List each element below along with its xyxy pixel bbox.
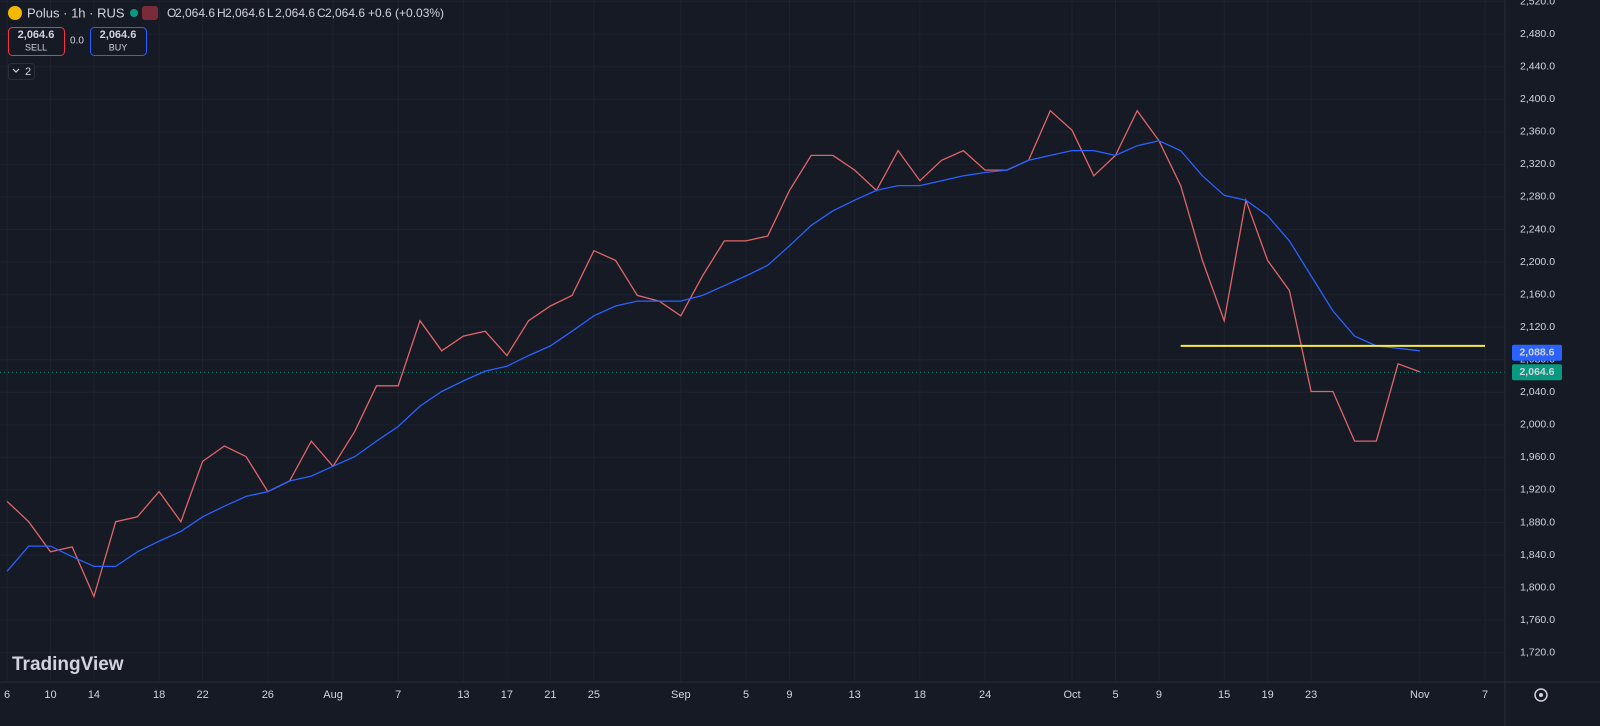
x-tick-label: 5	[1112, 689, 1118, 701]
y-tick-label: 2,000.0	[1520, 419, 1555, 431]
symbol-icon	[8, 6, 22, 20]
x-tick-label: 9	[1156, 689, 1162, 701]
buy-label: BUY	[109, 42, 128, 52]
x-tick-label: 13	[849, 689, 861, 701]
x-tick-label: 22	[196, 689, 208, 701]
sell-button[interactable]	[8, 27, 65, 56]
x-tick-label: 7	[395, 689, 401, 701]
x-tick-label: 24	[979, 689, 991, 701]
x-tick-label: 7	[1482, 689, 1488, 701]
y-tick-label: 2,520.0	[1520, 0, 1555, 7]
x-tick-label: Aug	[323, 689, 343, 701]
change: +0.6 (+0.03%)	[368, 6, 444, 20]
x-tick-label: 21	[544, 689, 556, 701]
price-tag-label: 2,088.6	[1519, 347, 1554, 359]
y-tick-label: 2,480.0	[1520, 28, 1555, 40]
x-tick-label: Nov	[1410, 689, 1430, 701]
ohlc-key: C	[317, 6, 326, 20]
x-tick-label: 15	[1218, 689, 1230, 701]
y-tick-label: 2,400.0	[1520, 93, 1555, 105]
x-tick-label: 13	[457, 689, 469, 701]
y-tick-label: 2,280.0	[1520, 191, 1555, 203]
y-tick-label: 1,720.0	[1520, 646, 1555, 658]
x-tick-label: Sep	[671, 689, 691, 701]
ohlc-key: H	[217, 6, 226, 20]
price-tag	[1512, 364, 1562, 381]
chevron	[12, 68, 20, 73]
symbol[interactable]: Polus · 1h · RUS	[27, 5, 125, 20]
series-line	[6, 140, 1420, 572]
x-tick-label: 18	[153, 689, 165, 701]
ohlc-value: 2,064.6	[275, 6, 315, 20]
x-tick-label: 17	[501, 689, 513, 701]
y-tick-label: 1,800.0	[1520, 581, 1555, 593]
ohlc: O2,064.6 H 2,064.6 L 2,064.6 C 2,064.6	[167, 6, 365, 20]
y-tick-label: 2,240.0	[1520, 223, 1555, 235]
series-line	[6, 109, 1421, 599]
status-icon	[142, 6, 158, 20]
brand: TradingView	[12, 654, 124, 675]
axes: 1,720.0 1,760.0 1,800.0 1,840.0 1,880.0 1,920…	[4, 0, 1562, 701]
x-tick-label: Oct	[1063, 689, 1080, 701]
status-dot	[130, 9, 138, 17]
settings-icon[interactable]	[1534, 688, 1548, 702]
plot	[0, 109, 1505, 599]
sell-label: SELL	[25, 42, 47, 52]
y-tick-label: 2,360.0	[1520, 126, 1555, 138]
y-tick-label: 1,920.0	[1520, 484, 1555, 496]
grid	[0, 0, 1505, 682]
y-tick-label: 1,840.0	[1520, 549, 1555, 561]
x-tick-label: 25	[588, 689, 600, 701]
x-tick-label: 14	[88, 689, 100, 701]
settings-icon-center	[1539, 693, 1543, 697]
indicators-toggle[interactable]	[8, 63, 35, 80]
y-tick-label: 2,200.0	[1520, 256, 1555, 268]
buy-button[interactable]	[90, 27, 147, 56]
x-tick-label: 23	[1305, 689, 1317, 701]
ohlc-value: 2,064.6	[175, 6, 215, 20]
ohlc-key: L	[267, 6, 274, 20]
x-tick-label: 10	[44, 689, 56, 701]
y-tick-label: 2,120.0	[1520, 321, 1555, 333]
y-tick-label: 2,320.0	[1520, 158, 1555, 170]
sell-price: 2,064.6	[18, 29, 55, 41]
y-tick-label: 1,880.0	[1520, 516, 1555, 528]
x-tick-label: 26	[262, 689, 274, 701]
price-tag-label: 2,064.6	[1519, 366, 1554, 378]
y-tick-label: 1,760.0	[1520, 614, 1555, 626]
y-tick-label: 1,960.0	[1520, 451, 1555, 463]
y-tick-label: 2,440.0	[1520, 61, 1555, 73]
y-tick-label: 2,160.0	[1520, 288, 1555, 300]
x-tick-label: 19	[1262, 689, 1274, 701]
x-tick-label: 9	[786, 689, 792, 701]
ohlc-value: 2,064.6	[325, 6, 365, 20]
buy-price: 2,064.6	[100, 29, 137, 41]
x-tick-label: 5	[743, 689, 749, 701]
x-tick-label: 6	[4, 689, 10, 701]
price-tag	[1512, 344, 1562, 361]
x-tick-label: 18	[914, 689, 926, 701]
indicators-count: 2	[25, 66, 31, 78]
ohlc-key: O	[167, 6, 176, 20]
y-tick-label: 2,040.0	[1520, 386, 1555, 398]
ohlc-value: 2,064.6	[225, 6, 265, 20]
spread: 0.0	[70, 36, 84, 47]
